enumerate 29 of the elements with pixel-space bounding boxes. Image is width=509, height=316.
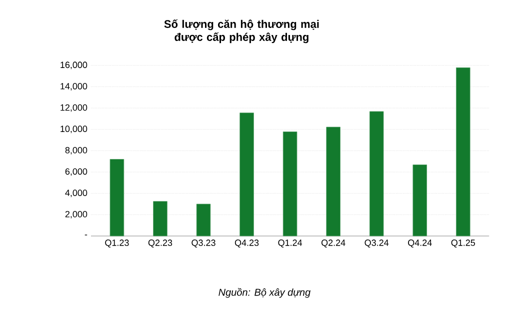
x-tick-label: Q3.24: [364, 240, 389, 248]
bar: [196, 204, 211, 236]
bar: [240, 112, 254, 236]
y-tick-label: 4,000: [65, 190, 88, 198]
x-tick-label: Q2.23: [148, 240, 172, 248]
x-tick-label: Q1.23: [105, 240, 129, 248]
y-tick-label: 14,000: [60, 83, 88, 91]
y-tick-label: 16,000: [60, 62, 88, 70]
bar: [110, 159, 124, 236]
x-tick-label: Q1.24: [278, 240, 302, 248]
text: Nguồn: Bộ xây dựng: [218, 288, 310, 298]
x-tick-label: Q4.23: [234, 240, 259, 248]
x-tick-label: Q2.24: [321, 240, 346, 248]
x-tick-label: Q3.23: [192, 240, 216, 248]
bar: [456, 68, 470, 236]
bar: [282, 132, 298, 236]
y-tick-label: 12,000: [60, 104, 88, 112]
bar: [153, 201, 168, 236]
x-tick-label: Q4.24: [408, 240, 432, 248]
y-tick-label: 2,000: [65, 211, 88, 219]
bar: [326, 127, 340, 236]
y-tick-label: 8,000: [65, 147, 88, 155]
y-tick-label: 10,000: [60, 126, 88, 134]
bar: [369, 111, 384, 236]
y-tick-label: 6,000: [65, 168, 88, 176]
chart-title: Số lượng căn hộ thương mại được cấp phép xây dựng: [164, 20, 319, 44]
y-tick-label: -: [84, 234, 88, 236]
x-tick-label: Q1.25: [451, 240, 476, 248]
bar: [412, 164, 427, 236]
